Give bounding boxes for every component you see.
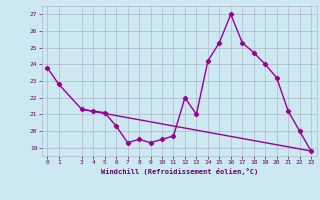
X-axis label: Windchill (Refroidissement éolien,°C): Windchill (Refroidissement éolien,°C) bbox=[100, 168, 258, 175]
